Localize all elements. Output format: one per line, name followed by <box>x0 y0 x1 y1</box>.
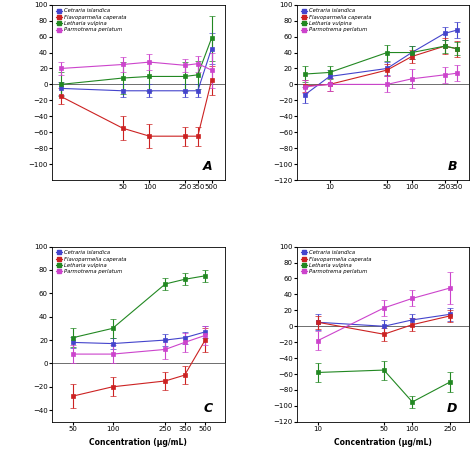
Text: D: D <box>447 402 457 415</box>
X-axis label: Concentration (μg/mL): Concentration (μg/mL) <box>334 438 432 447</box>
Legend: Cetraria islandica, Flavoparmelia caperata, Letharia vulpina, Parmotrema perlatu: Cetraria islandica, Flavoparmelia capera… <box>300 8 373 34</box>
Text: C: C <box>203 402 212 415</box>
Legend: Cetraria islandica, Flavoparmelia caperata, Letharia vulpina, Parmotrema perlatu: Cetraria islandica, Flavoparmelia capera… <box>55 8 128 34</box>
Legend: Cetraria islandica, Flavoparmelia caperata, Letharia vulpina, Parmotrema perlatu: Cetraria islandica, Flavoparmelia capera… <box>300 249 373 275</box>
X-axis label: Concentration (μg/mL): Concentration (μg/mL) <box>90 438 187 447</box>
Legend: Cetraria islandica, Flavoparmelia caperata, Letharia vulpina, Parmotrema perlatu: Cetraria islandica, Flavoparmelia capera… <box>55 249 128 275</box>
Text: A: A <box>203 160 212 173</box>
Text: B: B <box>448 160 457 173</box>
